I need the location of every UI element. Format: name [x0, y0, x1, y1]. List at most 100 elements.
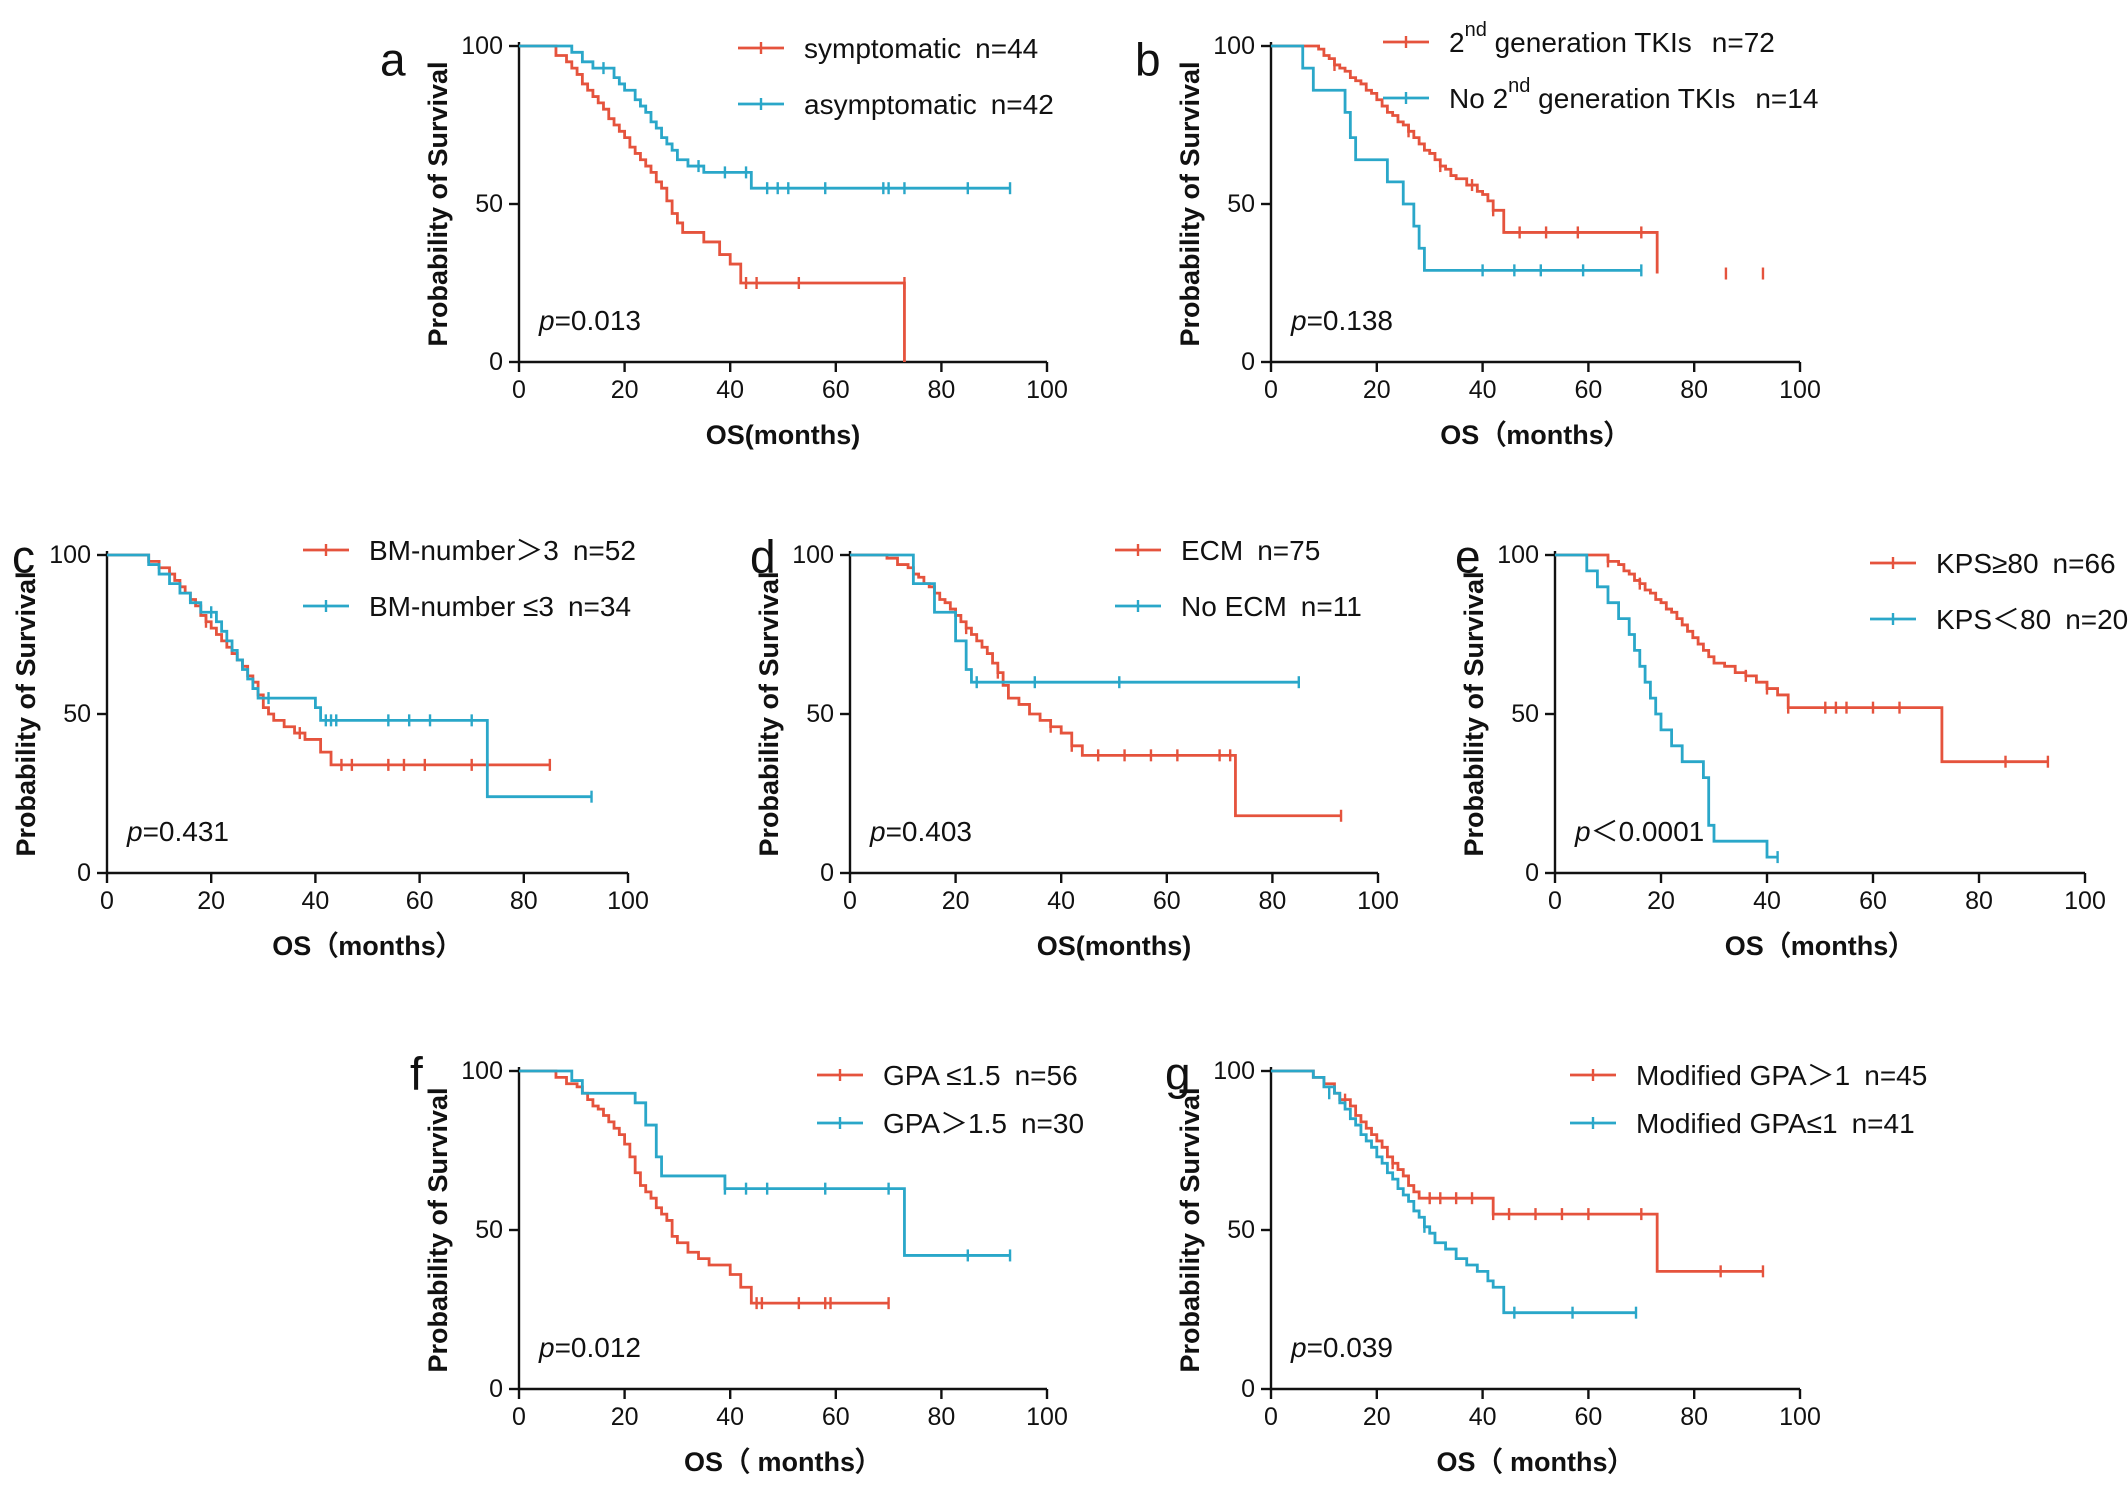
y-tick-label: 0: [1241, 348, 1255, 376]
panel-c: c 0 50 100 0 20 40 60 80 100 OS（months） Probability…: [11, 531, 649, 961]
legend-label-name: KPS≥80: [1936, 548, 2039, 579]
x-tick-label: 80: [1258, 887, 1286, 915]
x-tick-label: 100: [1357, 887, 1399, 915]
legend-label-name: KPS＜80: [1936, 604, 2051, 635]
p-value: p=0.138: [1290, 305, 1393, 336]
x-tick-label: 40: [1047, 887, 1075, 915]
legend-n: n=66: [2053, 548, 2116, 579]
y-tick-label: 100: [461, 1057, 503, 1085]
x-tick-label: 20: [942, 887, 970, 915]
survival-curve-d-2: [850, 553, 1299, 684]
legend-label: ECM n=75: [1181, 535, 1320, 566]
x-tick-label: 40: [301, 887, 329, 915]
survival-curve-a-1: [519, 44, 906, 362]
legend-n: n=42: [991, 89, 1054, 120]
x-tick-label: 60: [1153, 887, 1181, 915]
legend-n: n=11: [1301, 591, 1362, 622]
legend-label-base: 2: [1449, 27, 1465, 58]
p-value: p=0.403: [869, 816, 972, 847]
legend-label-sup: nd: [1465, 19, 1487, 41]
legend-n: n=14: [1755, 83, 1818, 114]
y-axis-title: Probability of Survival: [11, 571, 41, 856]
p-value-symbol: p: [126, 816, 143, 847]
x-tick-label: 100: [1779, 376, 1821, 404]
legend-label: No 2nd generation TKIs n=14: [1449, 75, 1818, 114]
y-tick-label: 50: [1227, 190, 1255, 218]
x-axis-title: OS（ months）: [684, 1447, 882, 1477]
legend-label-name: ECM: [1181, 535, 1243, 566]
y-tick-label: 50: [475, 1216, 503, 1244]
legend-label: Modified GPA≤1 n=41: [1636, 1108, 1915, 1139]
legend-label-name: Modified GPA＞1: [1636, 1060, 1850, 1091]
p-value: p=0.431: [126, 816, 229, 847]
legend-label-rest: generation TKIs: [1487, 27, 1692, 58]
y-tick-label: 50: [475, 190, 503, 218]
p-value-number: =0.013: [555, 305, 641, 336]
p-value-number: =0.039: [1307, 1332, 1393, 1363]
legend-n: n=41: [1852, 1108, 1915, 1139]
panel-g: g 0 50 100 0 20 40 60 80 100 OS（ months） Probabilit…: [1165, 1048, 1927, 1477]
p-value-number: =0.012: [555, 1332, 641, 1363]
y-tick-label: 100: [461, 32, 503, 60]
x-tick-label: 40: [1753, 887, 1781, 915]
legend-label-name: BM-number ≤3: [369, 591, 554, 622]
panel-letter: a: [380, 34, 406, 86]
survival-curve-d-1: [850, 553, 1342, 818]
x-tick-label: 100: [1779, 1403, 1821, 1431]
x-axis-title: OS（months）: [272, 931, 463, 961]
legend-label: BM-number＞3 n=52: [369, 535, 636, 566]
survival-curve-c-1: [107, 553, 550, 767]
p-value-number: =0.138: [1307, 305, 1393, 336]
p-value-number: ＜0.0001: [1591, 816, 1705, 847]
x-tick-label: 80: [927, 1403, 955, 1431]
panel-e: e 0 50 100 0 20 40 60 80 100 OS（months） Probability…: [1455, 531, 2128, 961]
p-value: p=0.013: [538, 305, 641, 336]
p-value-symbol: p: [538, 305, 555, 336]
legend-label-name: GPA ≤1.5: [883, 1060, 1001, 1091]
y-axis-title: Probability of Survival: [423, 1087, 453, 1372]
panel-letter: f: [410, 1048, 423, 1100]
x-axis-title: OS(months): [1037, 931, 1192, 961]
x-tick-label: 40: [1469, 376, 1497, 404]
panel-letter: d: [750, 531, 776, 583]
p-value-symbol: p: [1290, 305, 1307, 336]
legend-n: n=20: [2065, 604, 2128, 635]
x-tick-label: 20: [1363, 1403, 1391, 1431]
y-tick-label: 100: [1213, 1057, 1255, 1085]
p-value-symbol: p: [1290, 1332, 1307, 1363]
legend-label-name: GPA＞1.5: [883, 1108, 1007, 1139]
y-axis-title: Probability of Survival: [1175, 61, 1205, 346]
panel-f: f 0 50 100 0 20 40 60 80 100 OS（ months） Probabilit…: [410, 1048, 1084, 1477]
survival-curve-g-2: [1271, 1069, 1637, 1315]
x-tick-label: 20: [1647, 887, 1675, 915]
x-tick-label: 0: [1264, 1403, 1278, 1431]
survival-curve-e-2: [1555, 553, 1778, 859]
y-tick-label: 100: [49, 541, 91, 569]
x-tick-label: 0: [100, 887, 114, 915]
panel-letter: b: [1135, 34, 1161, 86]
y-tick-label: 0: [1241, 1375, 1255, 1403]
x-tick-label: 40: [716, 376, 744, 404]
legend-label: asymptomatic n=42: [804, 89, 1054, 120]
y-tick-label: 50: [1511, 700, 1539, 728]
legend-label-name: BM-number＞3: [369, 535, 559, 566]
y-tick-label: 100: [792, 541, 834, 569]
y-tick-label: 0: [489, 1375, 503, 1403]
survival-curve-b-1: [1271, 44, 1659, 274]
p-value-symbol: p: [869, 816, 886, 847]
p-value-symbol: p: [538, 1332, 555, 1363]
x-tick-label: 80: [927, 376, 955, 404]
y-tick-label: 50: [806, 700, 834, 728]
legend-label-rest: generation TKIs: [1530, 83, 1735, 114]
y-tick-label: 0: [77, 859, 91, 887]
x-tick-label: 40: [1469, 1403, 1497, 1431]
legend-n: n=44: [975, 33, 1038, 64]
legend-label-name: asymptomatic: [804, 89, 977, 120]
legend-n: n=72: [1712, 27, 1775, 58]
x-tick-label: 20: [197, 887, 225, 915]
y-tick-label: 50: [1227, 1216, 1255, 1244]
p-value-number: =0.403: [886, 816, 972, 847]
legend-label-name: Modified GPA≤1: [1636, 1108, 1838, 1139]
x-axis-title: OS（months）: [1440, 420, 1631, 450]
